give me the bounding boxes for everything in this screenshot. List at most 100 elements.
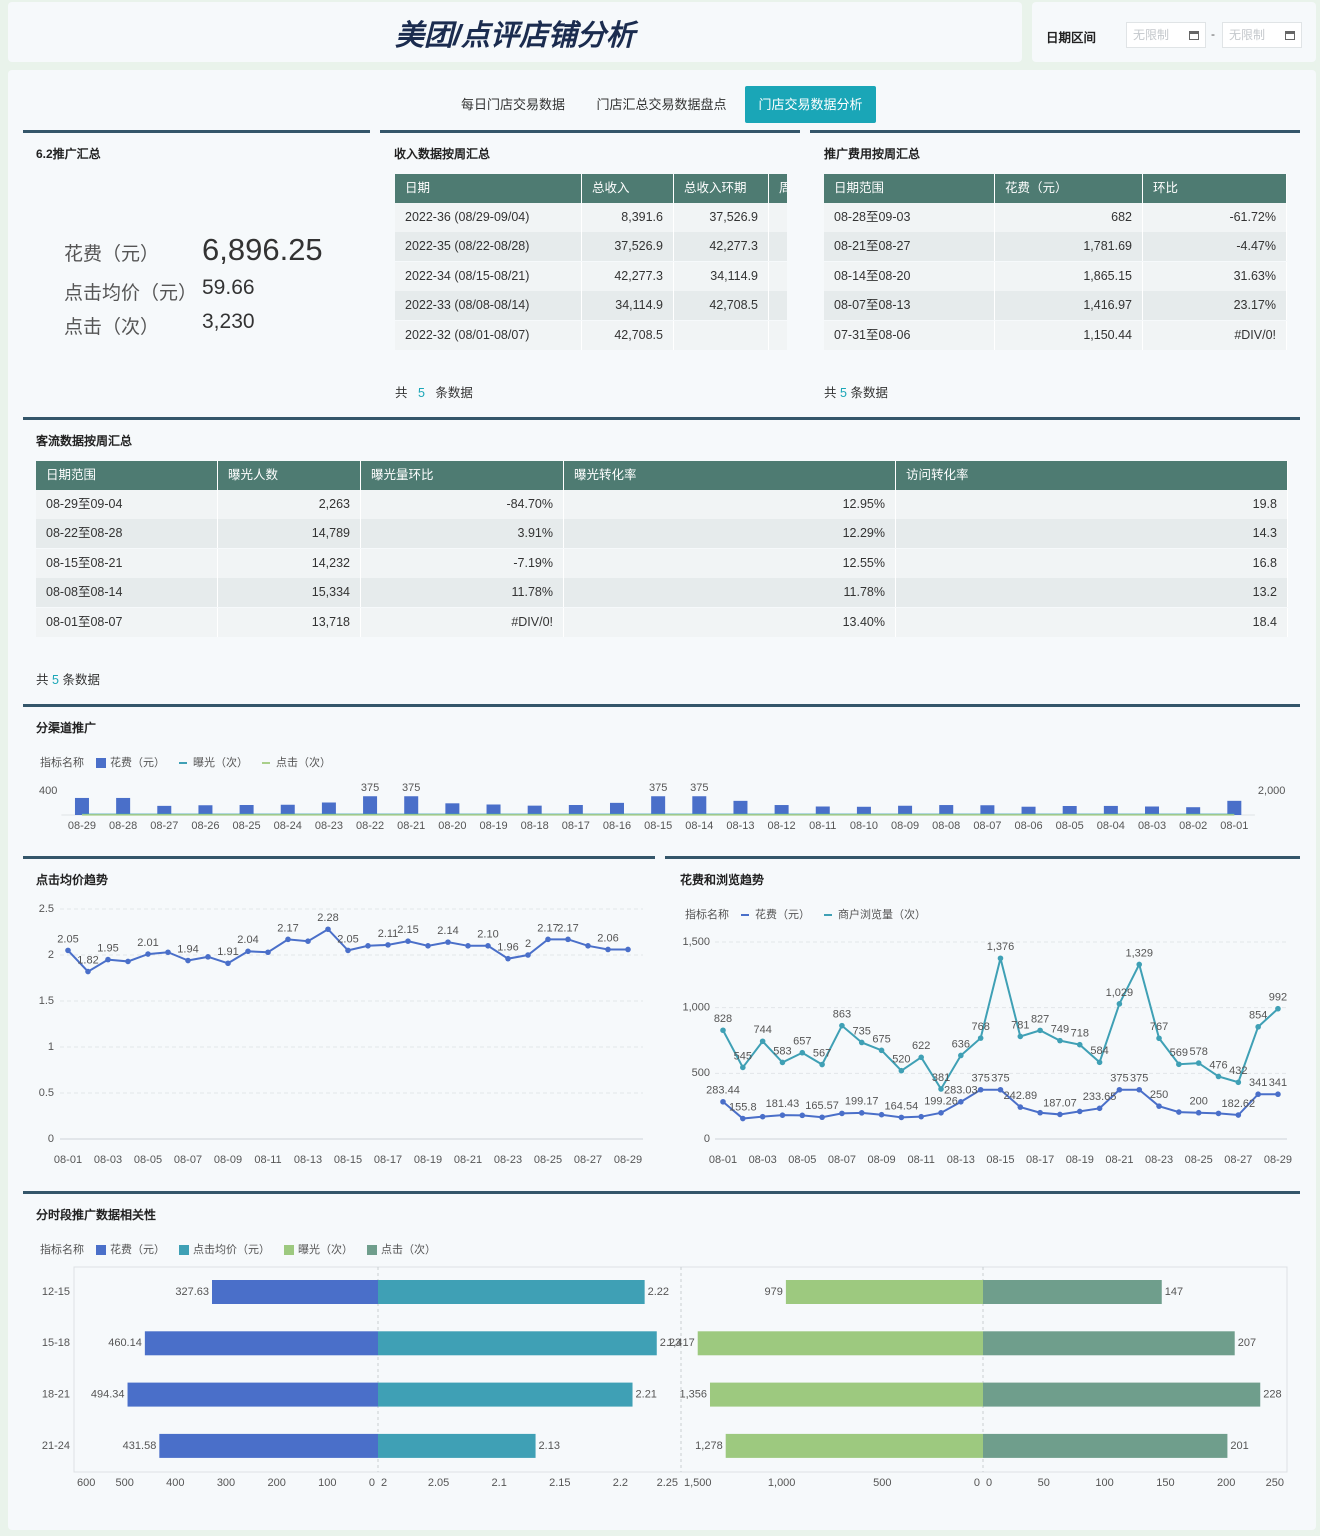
column-header: 周 (769, 174, 787, 203)
table-cell: 2,263 (218, 490, 361, 519)
table-cell (769, 320, 787, 350)
section-rule (23, 704, 1300, 707)
footer-text: 共 (824, 386, 837, 400)
table-cell: 15,334 (218, 578, 361, 608)
table-cell: 14,232 (218, 548, 361, 578)
table-cell: 16.8 (896, 548, 1288, 578)
table-cell: 12.95% (564, 490, 896, 519)
table-cell: 682 (995, 203, 1143, 232)
table-cell: 08-01至08-07 (36, 607, 218, 637)
table-cell: 08-08至08-14 (36, 578, 218, 608)
table-cell (674, 320, 769, 350)
date-label: 日期区间 (1046, 31, 1097, 45)
table-cell (769, 203, 787, 232)
table-footer: 共 5 条数据 (824, 382, 888, 401)
table-cell: 12.55% (564, 548, 896, 578)
table-cell: 3.91% (361, 519, 564, 549)
date-end-input[interactable]: 无限制 (1222, 22, 1302, 48)
table-cell: 42,708.5 (674, 291, 769, 321)
column-header: 日期 (395, 174, 582, 203)
table-cell: 13,718 (218, 607, 361, 637)
table-cell: 2022-35 (08/22-08/28) (395, 232, 582, 262)
table-cell: 34,114.9 (582, 291, 674, 321)
kpi-value: 59.66 (202, 276, 255, 299)
table-footer: 共 5 条数据 (36, 669, 100, 688)
placeholder: 无限制 (1229, 28, 1266, 42)
table-cell: -4.47% (1143, 232, 1287, 262)
section-title: 客流数据按周汇总 (36, 434, 133, 448)
data-table: 日期范围 曝光人数 曝光量环比 曝光转化率 访问转化率 08-29至09-04 2,263-… (36, 461, 1288, 638)
footer-text: 条数据 (435, 386, 473, 400)
column-header: 访问转化率 (896, 461, 1288, 490)
table-cell: 1,865.15 (995, 261, 1143, 291)
kpi-label: 点击均价（元） (64, 283, 198, 304)
table-cell (769, 232, 787, 262)
table-cell: 34,114.9 (674, 261, 769, 291)
column-header: 环比 (1143, 174, 1287, 203)
footer-text: 条数据 (62, 673, 100, 687)
table-cell: 2022-36 (08/29-09/04) (395, 203, 582, 232)
tab[interactable]: 门店交易数据分析 (745, 86, 876, 123)
table-cell: 13.2 (896, 578, 1288, 608)
calendar-icon (1285, 31, 1295, 40)
table-cell: 1,416.97 (995, 291, 1143, 321)
section-title: 分渠道推广 (36, 721, 97, 735)
date-start-input[interactable]: 无限制 (1126, 22, 1206, 48)
section-title: 花费和浏览趋势 (680, 873, 765, 887)
table-cell: 08-21至08-27 (824, 232, 995, 262)
tab[interactable]: 每日门店交易数据 (460, 97, 565, 112)
table-cell: 19.8 (896, 490, 1288, 519)
section-rule (23, 130, 370, 133)
table-cell: 08-28至09-03 (824, 203, 995, 232)
table-cell: 2022-32 (08/01-08/07) (395, 320, 582, 350)
footer-count: 5 (840, 386, 847, 400)
section-title: 收入数据按周汇总 (394, 147, 491, 161)
section-rule (23, 856, 655, 859)
table-cell: 37,526.9 (582, 232, 674, 262)
page-title: 美团/点评店铺分析 (394, 20, 636, 52)
column-header: 日期范围 (824, 174, 995, 203)
column-header: 日期范围 (36, 461, 218, 490)
table-cell: -84.70% (361, 490, 564, 519)
section-rule (23, 1191, 1300, 1194)
separator: - (1211, 27, 1215, 41)
kpi-label: 花费（元） (64, 244, 160, 265)
section-rule (380, 130, 800, 133)
table-cell: 14,789 (218, 519, 361, 549)
section-title: 6.2推广汇总 (36, 147, 101, 161)
table-cell (769, 261, 787, 291)
table-footer: 共 5 条数据 (395, 382, 473, 401)
column-header: 曝光人数 (218, 461, 361, 490)
table-cell: 08-07至08-13 (824, 291, 995, 321)
table-cell: 08-22至08-28 (36, 519, 218, 549)
table-cell: 08-29至09-04 (36, 490, 218, 519)
table-cell: 42,277.3 (674, 232, 769, 262)
kpi-value: 6,896.25 (202, 232, 323, 267)
tab[interactable]: 门店汇总交易数据盘点 (596, 97, 727, 112)
section-rule (23, 417, 1300, 420)
footer-count: 5 (52, 673, 59, 687)
data-table: 日期范围 花费（元） 环比 08-28至09-03 682 -61.72% 08-21至08… (824, 174, 1287, 351)
column-header: 花费（元） (995, 174, 1143, 203)
footer-count: 5 (417, 386, 425, 400)
table-cell: 07-31至08-06 (824, 320, 995, 350)
table-cell: #DIV/0! (1143, 320, 1287, 350)
placeholder: 无限制 (1133, 28, 1170, 42)
table-cell: 31.63% (1143, 261, 1287, 291)
section-title: 推广费用按周汇总 (824, 147, 921, 161)
table-cell: 37,526.9 (674, 203, 769, 232)
table-cell: #DIV/0! (361, 607, 564, 637)
table-cell: -61.72% (1143, 203, 1287, 232)
calendar-icon (1189, 31, 1199, 40)
table-cell: 11.78% (564, 578, 896, 608)
column-header: 总收入环期 (674, 174, 769, 203)
date-filter: 日期区间 无限制 - 无限制 (1032, 2, 1316, 62)
table-cell: 13.40% (564, 607, 896, 637)
table-cell: 12.29% (564, 519, 896, 549)
table-cell: 1,150.44 (995, 320, 1143, 350)
data-table: 日期总收入总收入环期周2022-36 (08/29-09/04)8,391.63… (395, 174, 787, 351)
kpi-value: 3,230 (202, 310, 255, 333)
table-cell: 08-15至08-21 (36, 548, 218, 578)
table-cell: 08-14至08-20 (824, 261, 995, 291)
